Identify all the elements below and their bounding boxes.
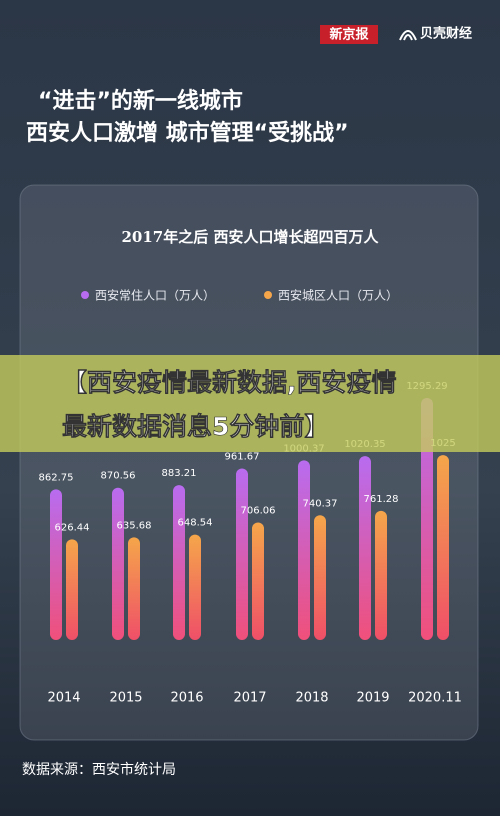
data-label: 883.21	[162, 468, 197, 479]
bar	[189, 534, 201, 640]
data-label: 706.06	[241, 506, 276, 517]
bar	[437, 455, 449, 640]
x-tick-label: 2020.11	[408, 691, 462, 706]
banner-line: 最新数据消息5分钟前】	[62, 412, 329, 441]
data-label: 635.68	[117, 520, 152, 531]
legend-marker	[264, 291, 272, 299]
banner: 【西安疫情最新数据,西安疫情最新数据消息5分钟前】	[62, 368, 397, 442]
data-label: 626.44	[55, 522, 90, 533]
chart-panel	[19, 184, 479, 741]
bar	[421, 397, 433, 640]
bar	[375, 510, 387, 640]
brand: 新京报	[329, 27, 369, 43]
bar	[236, 468, 248, 640]
bar	[128, 537, 140, 640]
banner-line: 【西安疫情最新数据,西安疫情	[62, 368, 397, 397]
x-tick-label: 2018	[295, 691, 328, 706]
logo-text: 贝壳财经	[420, 26, 472, 42]
bar	[298, 460, 310, 640]
chart-title: 2017年之后 西安人口增长超四百万人	[122, 228, 380, 246]
data-label: 761.28	[364, 494, 399, 505]
bar	[112, 487, 124, 640]
x-tick-label: 2019	[356, 691, 389, 706]
headline: “进击”的新一线城市	[38, 88, 243, 114]
plot: 西安常住人口（万人） 西安城区人口（万人） 2014 862.75 626.44 2015…	[39, 288, 462, 706]
bar	[66, 539, 78, 640]
data-label: 648.54	[178, 518, 213, 529]
bar	[314, 515, 326, 640]
legend-marker	[81, 291, 89, 299]
source: 数据来源：西安市统计局	[22, 761, 176, 778]
data-label: 961.67	[225, 451, 260, 462]
headline: 西安人口激增 城市管理“受挑战”	[26, 120, 349, 146]
data-label: 740.37	[303, 498, 338, 509]
x-tick-label: 2017	[233, 691, 266, 706]
brand-box	[320, 25, 378, 44]
bar	[50, 489, 62, 640]
bar	[252, 522, 264, 640]
logo-icon	[399, 30, 417, 41]
x-tick-label: 2015	[109, 691, 142, 706]
legend-label: 西安常住人口（万人）	[95, 288, 215, 303]
banner-bg	[0, 355, 500, 452]
data-label: 862.75	[39, 472, 74, 483]
data-label: 870.56	[101, 471, 136, 482]
x-tick-label: 2014	[47, 691, 80, 706]
legend-label: 西安城区人口（万人）	[278, 288, 398, 303]
bar	[359, 456, 371, 640]
x-tick-label: 2016	[170, 691, 203, 706]
bar	[173, 485, 185, 640]
banner-text: 【西安疫情最新数据,西安疫情最新数据消息5分钟前】	[62, 368, 397, 441]
